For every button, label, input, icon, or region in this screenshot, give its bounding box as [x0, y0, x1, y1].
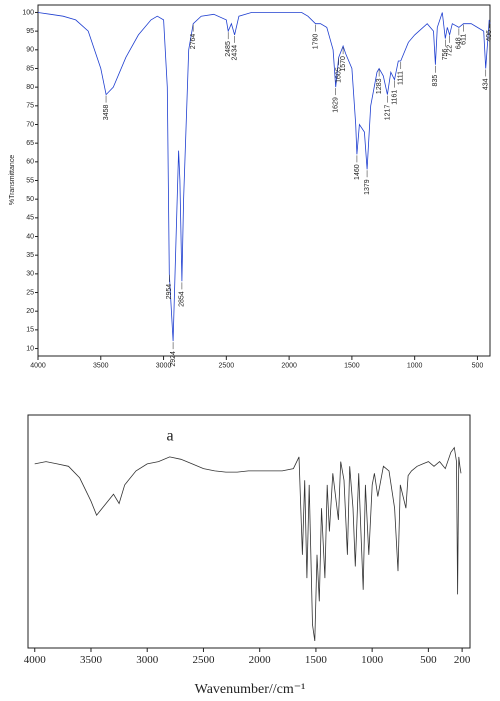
y-tick-label: 25: [26, 289, 34, 296]
peak-label: 2854: [179, 291, 186, 307]
peak-label: 434: [483, 78, 490, 90]
x-tick-label: 500: [420, 654, 437, 666]
peak-label: 2764: [190, 34, 197, 50]
frame-top: [37, 4, 491, 357]
x-tick-label: 4000: [24, 654, 47, 666]
y-tick-label: 60: [26, 159, 34, 166]
y-tick-label: 50: [26, 196, 34, 203]
peak-label: 1217: [384, 105, 391, 121]
x-tick-label: 1000: [361, 654, 384, 666]
y-tick-label: 45: [26, 215, 34, 222]
peak-label: 648: [456, 37, 463, 49]
x-tick-label: 3000: [156, 363, 172, 370]
y-tick-label: 70: [26, 121, 34, 128]
x-tick-label: 2000: [249, 654, 272, 666]
peak-label: 1460: [354, 164, 361, 180]
peak-label: 2485: [225, 41, 232, 57]
y-tick-label: 30: [26, 271, 34, 278]
peak-label: 1629: [333, 97, 340, 113]
y-tick-label: 95: [26, 28, 34, 35]
peak-label: 611: [460, 34, 467, 45]
peak-label: 1161: [391, 90, 398, 105]
peak-label: 3458: [103, 105, 110, 121]
x-tick-label: 4000: [30, 363, 46, 370]
y-tick-label: 10: [26, 345, 34, 352]
peak-label: 1283: [376, 78, 383, 94]
x-tick-label: 3500: [93, 363, 109, 370]
spectrum-line: [37, 12, 491, 342]
y-tick-label: 20: [26, 308, 34, 315]
peak-label: 2434: [231, 45, 238, 61]
peak-label: 1379: [364, 179, 371, 195]
peak-label: 722: [446, 45, 453, 57]
peak-label: 1111: [398, 71, 405, 85]
x-tick-label: 1500: [344, 363, 360, 370]
peak-label: 1605: [336, 67, 343, 83]
y-tick-label: 90: [26, 47, 34, 54]
x-tick-label: 2000: [281, 363, 297, 370]
peak-label: 835: [432, 75, 439, 87]
bottom-chart: a Wavenumber//cm⁻¹ 4000 3500 3000 2500 2000 1…: [24, 414, 471, 697]
y-tick-label: 85: [26, 65, 34, 72]
peak-label: 756: [442, 49, 449, 61]
x-axis-label: Wavenumber//cm⁻¹: [195, 682, 306, 697]
peak-label: 1790: [312, 34, 319, 50]
peak-label: 2954: [166, 284, 173, 300]
y-tick-label: 75: [26, 103, 34, 110]
y-tick-label: 55: [26, 177, 34, 184]
y-tick-label: 65: [26, 140, 34, 147]
y-tick-label: 40: [26, 233, 34, 240]
x-tick-label: 2500: [192, 654, 215, 666]
annotation: a: [166, 428, 173, 445]
spectrum-line: [34, 446, 462, 642]
y-tick-label: 100: [22, 9, 34, 16]
peak-label: 2924: [170, 351, 177, 367]
y-tick-label: 35: [26, 252, 34, 259]
x-tick-label: 3000: [136, 654, 159, 666]
x-tick-label: 500: [472, 363, 484, 370]
x-tick-label: 3500: [80, 654, 103, 666]
peak-label: 1570: [340, 56, 347, 72]
x-tick-label: 1500: [305, 654, 328, 666]
y-tick-label: 15: [26, 327, 34, 334]
x-tick-label: 1000: [407, 363, 423, 370]
peak-label: 406: [486, 30, 493, 42]
frame-bottom: [27, 414, 471, 649]
x-tick-label: 200: [454, 654, 471, 666]
y-axis-label: %Transmittance: [9, 155, 16, 205]
y-tick-label: 80: [26, 84, 34, 91]
x-tick-label: 2500: [219, 363, 235, 370]
